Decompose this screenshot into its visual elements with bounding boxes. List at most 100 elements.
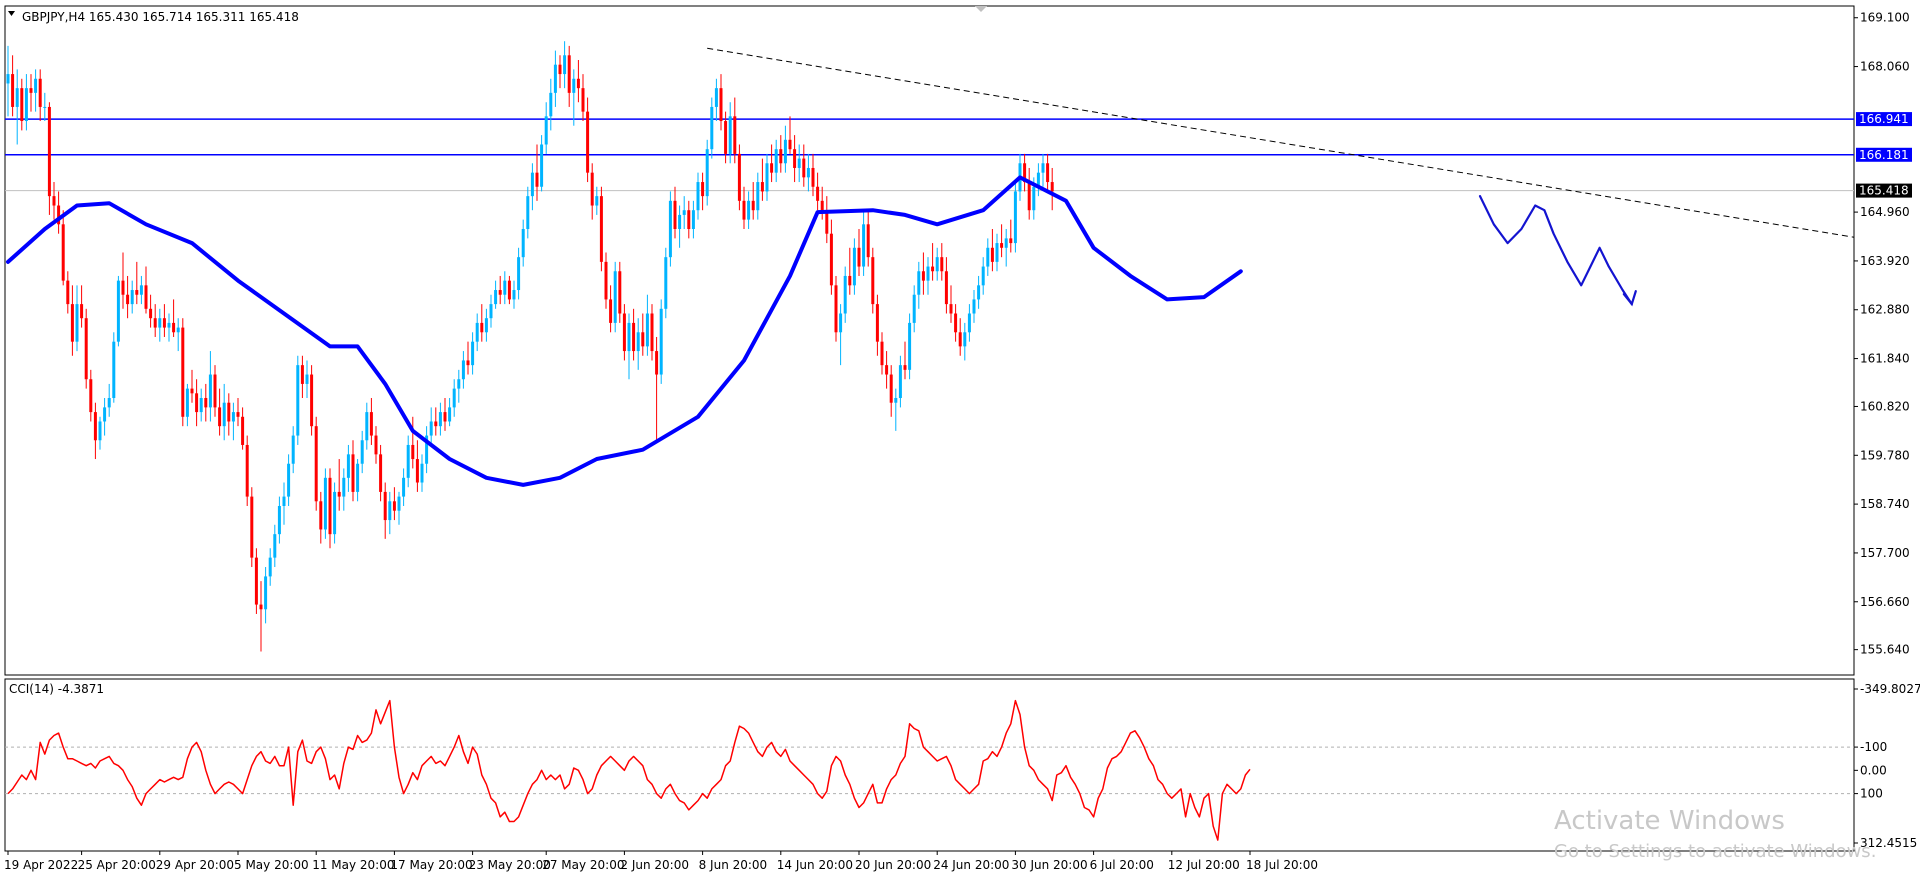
candle-body: [222, 402, 226, 427]
candle-body: [770, 163, 774, 173]
candle-body: [47, 106, 51, 197]
candle-body: [218, 407, 222, 427]
projection-stroke[interactable]: [1478, 195, 1633, 306]
candle-body: [438, 412, 442, 427]
candle-body: [507, 280, 511, 300]
candle-body: [420, 463, 424, 483]
candle-body: [783, 139, 787, 164]
price-tick-label: 163.920: [1860, 254, 1910, 268]
price-tick-label: 164.960: [1860, 205, 1910, 219]
candle-body: [75, 304, 79, 342]
candle-body: [793, 149, 797, 168]
price-tick-label: 161.840: [1860, 352, 1910, 366]
candle-body: [687, 210, 691, 229]
candle-body: [701, 182, 705, 197]
candle-body: [696, 182, 700, 211]
candle-body: [282, 496, 286, 506]
price-scale[interactable]: 169.100 168.060 164.960 163.920 162.880 161.8…: [1854, 11, 1912, 657]
candle-body: [673, 200, 677, 229]
price-tick-label: 168.060: [1860, 60, 1910, 74]
projection-arrowhead-icon[interactable]: [1622, 290, 1637, 307]
candle-body: [360, 440, 364, 464]
candle-body: [526, 196, 530, 229]
candle-body: [264, 576, 268, 610]
candle-body: [38, 78, 42, 107]
candle-body: [112, 341, 116, 399]
candle-body: [34, 78, 38, 93]
level-tag[interactable]: [1856, 112, 1912, 127]
indicator-scale[interactable]: 312.4515 100 0.00 -100 -349.8027: [1854, 682, 1920, 850]
symbol-legend: GBPJPY,H4 165.430 165.714 165.311 165.41…: [22, 10, 299, 24]
candle-body: [107, 398, 111, 408]
cci-tick-label: -100: [1860, 740, 1887, 754]
candle-body: [43, 106, 47, 108]
level-tag-label: 166.181: [1859, 148, 1909, 162]
candle-body: [990, 247, 994, 262]
candle-body: [678, 214, 682, 229]
candle-body: [130, 290, 134, 305]
candle-body: [425, 435, 429, 464]
candle-body: [305, 374, 309, 384]
level-tag[interactable]: [1856, 183, 1912, 198]
candle-body: [604, 261, 608, 300]
chart-shift-marker-icon[interactable]: [975, 6, 987, 12]
candle-body: [176, 327, 180, 333]
time-tick-label: 19 Apr 2022: [4, 858, 78, 872]
candle-body: [213, 374, 217, 408]
candle-body: [448, 407, 452, 422]
candle-body: [958, 332, 962, 347]
trendline[interactable]: [707, 47, 1855, 238]
candle-body: [664, 257, 668, 309]
candle-body: [139, 285, 143, 295]
indicator-pane[interactable]: [4, 678, 1855, 852]
candle-body: [346, 454, 350, 478]
cci-tick-label: 0.00: [1860, 763, 1887, 777]
candle-body: [121, 280, 125, 295]
candle-body: [93, 412, 97, 441]
candle-body: [728, 116, 732, 154]
time-tick-label: 18 Jul 20:00: [1246, 858, 1318, 872]
legend-triangle-icon[interactable]: [8, 11, 15, 16]
candle-body: [977, 285, 981, 300]
candle-body: [848, 275, 852, 286]
candle-body: [66, 280, 70, 305]
candle-body: [204, 398, 208, 408]
time-scale[interactable]: 19 Apr 2022 25 Apr 20:00 29 Apr 20:00 5 May…: [4, 851, 1318, 872]
candle-body: [1046, 163, 1050, 183]
moving-average-line: [6, 175, 1243, 487]
candle-body: [20, 88, 24, 122]
candle-body: [158, 318, 162, 328]
candle-body: [641, 332, 645, 347]
candle-body: [259, 604, 263, 610]
candle-body: [889, 374, 893, 403]
candle-body: [954, 313, 958, 333]
candle-body: [379, 454, 383, 492]
candle-body: [535, 172, 539, 187]
candle-body: [894, 398, 898, 403]
candle-body: [880, 341, 884, 366]
candle-body: [871, 257, 875, 305]
candle-body: [383, 491, 387, 521]
candle-body: [567, 55, 571, 93]
candle-body: [314, 426, 318, 502]
candle-body: [967, 313, 971, 333]
candle-body: [733, 116, 737, 154]
candle-body: [498, 290, 502, 295]
candle-body: [388, 501, 392, 521]
candle-body: [756, 182, 760, 211]
candle-body: [825, 210, 829, 234]
projection-drawing[interactable]: [1478, 195, 1637, 307]
candle-body: [24, 88, 28, 122]
time-tick-label: 2 Jun 20:00: [620, 858, 689, 872]
level-tag[interactable]: [1856, 147, 1912, 162]
candle-body: [503, 280, 507, 295]
candle-body: [57, 205, 61, 225]
trendline-line[interactable]: [707, 47, 1855, 238]
candle-body: [296, 365, 300, 436]
candle-body: [149, 308, 153, 319]
candle-body: [898, 365, 902, 399]
candle-body: [199, 398, 203, 413]
price-pane[interactable]: [4, 5, 1855, 676]
